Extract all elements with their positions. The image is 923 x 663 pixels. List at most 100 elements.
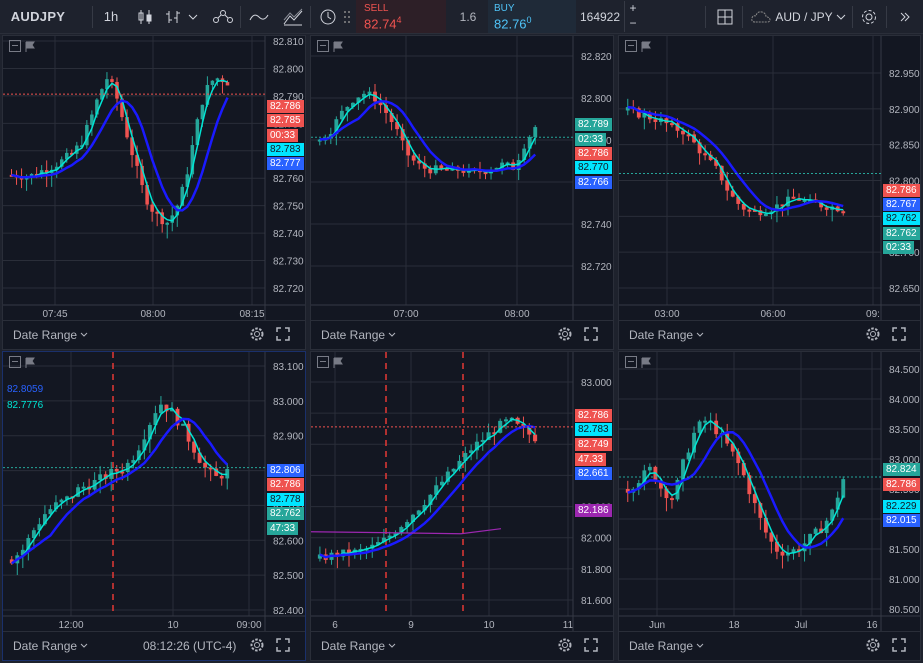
- date-range-selector[interactable]: Date Range: [629, 639, 704, 653]
- flag-icon[interactable]: [333, 356, 343, 374]
- candle: [205, 85, 210, 105]
- chart-panel-3[interactable]: 82.95082.90082.85082.80082.75082.70082.6…: [618, 35, 921, 350]
- chart-canvas[interactable]: 82.81082.80082.79082.78082.77082.76082.7…: [3, 36, 306, 321]
- chart-panel-6[interactable]: 84.50084.00083.50083.00082.50082.00081.5…: [618, 351, 921, 661]
- candle: [105, 79, 109, 90]
- quantity-field[interactable]: 164922: [579, 9, 621, 24]
- replay-icon[interactable]: [315, 0, 341, 33]
- gear-icon[interactable]: [865, 326, 881, 342]
- price-tag: 82.762: [883, 212, 920, 225]
- pair-selector[interactable]: AUD / JPY: [775, 9, 833, 24]
- price-tag: 82.015: [883, 514, 920, 527]
- price-tag: 82.786: [267, 478, 304, 491]
- drag-handle-icon[interactable]: [340, 0, 354, 33]
- price-tag: 82.806: [267, 464, 304, 477]
- candle: [362, 93, 366, 98]
- buy-button[interactable]: BUY 82.760: [488, 0, 576, 33]
- collapse-icon[interactable]: [625, 40, 637, 52]
- candle: [697, 142, 702, 154]
- candle: [20, 549, 25, 556]
- candle: [393, 533, 398, 536]
- y-tick-label: 82.810: [273, 37, 304, 48]
- candle: [758, 503, 763, 518]
- gear-icon[interactable]: [856, 0, 882, 33]
- chart-panel-5[interactable]: 83.00082.80082.60082.40082.20082.00081.8…: [310, 351, 614, 661]
- collapse-icon[interactable]: [625, 356, 637, 368]
- date-range-selector[interactable]: Date Range: [13, 328, 88, 342]
- candle: [802, 199, 807, 202]
- y-tick-label: 84.500: [889, 365, 920, 376]
- date-range-selector[interactable]: Date Range: [13, 639, 88, 653]
- increment-icon[interactable]: +: [629, 1, 637, 15]
- collapse-icon[interactable]: [317, 356, 329, 368]
- pair-chevron-icon[interactable]: [834, 0, 848, 33]
- flag-icon[interactable]: [641, 40, 651, 58]
- fullscreen-icon[interactable]: [583, 326, 599, 342]
- chart-canvas[interactable]: 83.10083.00082.90082.80082.70082.60082.5…: [3, 352, 306, 632]
- candle: [225, 82, 230, 86]
- fullscreen-icon[interactable]: [275, 637, 291, 653]
- panel-footer: Date Range: [619, 631, 920, 660]
- candle: [195, 119, 200, 146]
- chevron-down-icon[interactable]: [186, 0, 200, 33]
- chart-panel-1[interactable]: 82.81082.80082.79082.78082.77082.76082.7…: [2, 35, 306, 350]
- candle: [85, 124, 89, 146]
- buy-label: BUY: [494, 3, 515, 14]
- compare-icon[interactable]: [280, 0, 306, 33]
- date-range-selector[interactable]: Date Range: [629, 328, 704, 342]
- flag-icon[interactable]: [641, 356, 651, 374]
- date-range-selector[interactable]: Date Range: [321, 328, 396, 342]
- price-tag: 82.786: [575, 147, 612, 160]
- line-icon[interactable]: [246, 0, 272, 33]
- chart-panel-2[interactable]: 82.82082.80082.78082.76082.74082.72007:0…: [310, 35, 614, 350]
- candle: [76, 487, 80, 497]
- candle: [346, 549, 352, 555]
- decrement-icon[interactable]: −: [629, 16, 637, 30]
- collapse-icon[interactable]: [9, 356, 21, 368]
- candle: [736, 196, 741, 204]
- flag-icon[interactable]: [25, 356, 35, 374]
- candle: [210, 80, 215, 86]
- date-range-selector[interactable]: Date Range: [321, 639, 396, 653]
- fullscreen-icon[interactable]: [891, 326, 907, 342]
- quantity-stepper[interactable]: + −: [624, 1, 641, 32]
- candle: [791, 196, 796, 199]
- x-tick-label: Jun: [649, 620, 665, 631]
- gear-icon[interactable]: [249, 326, 265, 342]
- gear-icon[interactable]: [557, 637, 573, 653]
- chart-canvas[interactable]: 82.82082.80082.78082.76082.74082.72007:0…: [311, 36, 614, 321]
- candle: [75, 145, 79, 154]
- chart-canvas[interactable]: 82.95082.90082.85082.80082.75082.70082.6…: [619, 36, 921, 321]
- price-tag: 82.770: [575, 161, 612, 174]
- candle: [461, 170, 466, 173]
- fullscreen-icon[interactable]: [275, 326, 291, 342]
- candle: [494, 167, 499, 171]
- symbol-selector[interactable]: AUDJPY: [10, 9, 66, 24]
- fullscreen-icon[interactable]: [891, 637, 907, 653]
- fullscreen-icon[interactable]: [583, 637, 599, 653]
- chart-canvas[interactable]: 84.50084.00083.50083.00082.50082.00081.5…: [619, 352, 921, 632]
- layout-grid-icon[interactable]: [712, 0, 738, 33]
- candle: [780, 551, 785, 556]
- flag-icon[interactable]: [25, 40, 35, 58]
- indicators-icon[interactable]: [208, 0, 238, 33]
- interval-selector[interactable]: 1h: [103, 9, 119, 24]
- gear-icon[interactable]: [249, 637, 265, 653]
- candle: [492, 432, 497, 435]
- flag-icon[interactable]: [333, 40, 343, 58]
- chart-canvas[interactable]: 83.00082.80082.60082.40082.20082.00081.8…: [311, 352, 614, 632]
- chevron-right-icon[interactable]: [892, 0, 918, 33]
- gear-icon[interactable]: [557, 326, 573, 342]
- chart-panel-4[interactable]: 83.10083.00082.90082.80082.70082.60082.5…: [2, 351, 306, 661]
- sell-button[interactable]: SELL 82.744: [356, 0, 446, 33]
- candle: [741, 463, 746, 476]
- price-tag: 82.786: [883, 478, 920, 491]
- gear-icon[interactable]: [865, 637, 881, 653]
- x-tick-label: 18: [728, 620, 740, 631]
- collapse-icon[interactable]: [9, 40, 21, 52]
- bars-icon[interactable]: [160, 0, 186, 33]
- candles-icon[interactable]: [132, 0, 158, 33]
- price-tag: 02:33: [575, 133, 607, 146]
- collapse-icon[interactable]: [317, 40, 329, 52]
- cloud-icon[interactable]: [748, 0, 774, 33]
